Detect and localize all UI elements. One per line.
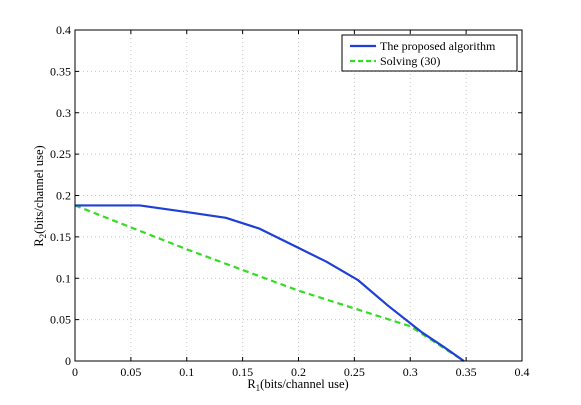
y-tick-label: 0.2 — [56, 189, 71, 203]
series-layer — [74, 204, 465, 362]
series-line-solving — [74, 204, 465, 362]
y-tick-label: 0.35 — [50, 64, 71, 78]
x-tick-label: 0.25 — [344, 365, 365, 379]
x-tick-label: 0 — [72, 365, 78, 379]
legend-label-solving: Solving (30) — [380, 54, 440, 68]
y-tick-label: 0.05 — [50, 313, 71, 327]
legend: The proposed algorithm Solving (30) — [341, 34, 518, 72]
x-tick-label: 0.1 — [179, 365, 194, 379]
x-tick-label: 0.35 — [456, 365, 477, 379]
plot-area — [75, 30, 522, 361]
x-tick-label: 0.3 — [403, 365, 418, 379]
y-tick-label: 0.3 — [56, 106, 71, 120]
series-line-proposed — [75, 204, 465, 362]
x-axis-label: R1(bits/channel use) — [247, 377, 348, 393]
x-tick-label: 0.05 — [120, 365, 141, 379]
y-tick-label: 0 — [65, 354, 71, 368]
x-tick-label: 0.4 — [515, 365, 530, 379]
y-tick-label: 0.25 — [50, 147, 71, 161]
y-tick-label: 0.4 — [56, 23, 71, 37]
legend-box — [341, 34, 518, 72]
legend-label-proposed: The proposed algorithm — [380, 39, 496, 53]
y-tick-label: 0.15 — [50, 230, 71, 244]
x-tick-label: 0.15 — [232, 365, 253, 379]
y-axis-label: R2(bits/channel use) — [32, 145, 48, 246]
axis-ticks — [74, 29, 523, 362]
y-tick-label: 0.1 — [56, 271, 71, 285]
x-tick-label: 0.2 — [291, 365, 306, 379]
tick-labels: 0 0.05 0.1 0.15 0.2 0.25 0.3 0.35 0.4 0 0.05 0.1 0.1… — [50, 23, 530, 379]
